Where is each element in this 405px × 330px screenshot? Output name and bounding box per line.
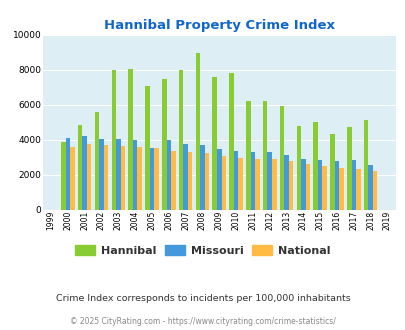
- Bar: [221, 156, 226, 210]
- Bar: [99, 139, 104, 210]
- Bar: [355, 169, 360, 210]
- Bar: [128, 69, 132, 210]
- Bar: [254, 159, 259, 210]
- Bar: [104, 145, 108, 210]
- Bar: [313, 122, 317, 210]
- Bar: [339, 168, 343, 210]
- Bar: [137, 147, 142, 210]
- Bar: [212, 77, 216, 210]
- Bar: [70, 147, 75, 210]
- Bar: [250, 152, 254, 210]
- Bar: [296, 126, 301, 210]
- Bar: [166, 141, 171, 210]
- Bar: [288, 161, 292, 210]
- Bar: [301, 159, 305, 210]
- Bar: [329, 134, 334, 210]
- Bar: [372, 171, 377, 210]
- Bar: [351, 160, 355, 210]
- Text: Crime Index corresponds to incidents per 100,000 inhabitants: Crime Index corresponds to incidents per…: [55, 294, 350, 303]
- Bar: [171, 151, 175, 210]
- Bar: [178, 70, 183, 210]
- Bar: [262, 101, 267, 210]
- Bar: [367, 165, 372, 210]
- Bar: [183, 144, 188, 210]
- Bar: [284, 155, 288, 210]
- Bar: [61, 142, 66, 210]
- Bar: [363, 120, 367, 210]
- Bar: [233, 151, 238, 210]
- Bar: [145, 86, 149, 210]
- Bar: [216, 149, 221, 210]
- Text: © 2025 CityRating.com - https://www.cityrating.com/crime-statistics/: © 2025 CityRating.com - https://www.city…: [70, 317, 335, 326]
- Legend: Hannibal, Missouri, National: Hannibal, Missouri, National: [71, 241, 334, 260]
- Bar: [66, 138, 70, 210]
- Bar: [346, 127, 351, 210]
- Bar: [132, 140, 137, 210]
- Bar: [120, 146, 125, 210]
- Bar: [78, 125, 82, 210]
- Bar: [195, 53, 200, 210]
- Bar: [188, 152, 192, 210]
- Bar: [245, 101, 250, 210]
- Bar: [279, 106, 283, 210]
- Bar: [267, 152, 271, 210]
- Bar: [305, 164, 309, 210]
- Bar: [149, 148, 154, 210]
- Bar: [334, 161, 339, 210]
- Bar: [82, 136, 87, 210]
- Bar: [238, 158, 242, 210]
- Bar: [322, 166, 326, 210]
- Bar: [271, 159, 276, 210]
- Bar: [111, 70, 116, 210]
- Bar: [162, 79, 166, 210]
- Title: Hannibal Property Crime Index: Hannibal Property Crime Index: [104, 19, 334, 32]
- Bar: [154, 148, 158, 210]
- Bar: [87, 144, 91, 210]
- Bar: [317, 160, 322, 210]
- Bar: [116, 139, 120, 210]
- Bar: [204, 153, 209, 210]
- Bar: [94, 113, 99, 210]
- Bar: [229, 73, 233, 210]
- Bar: [200, 145, 204, 210]
